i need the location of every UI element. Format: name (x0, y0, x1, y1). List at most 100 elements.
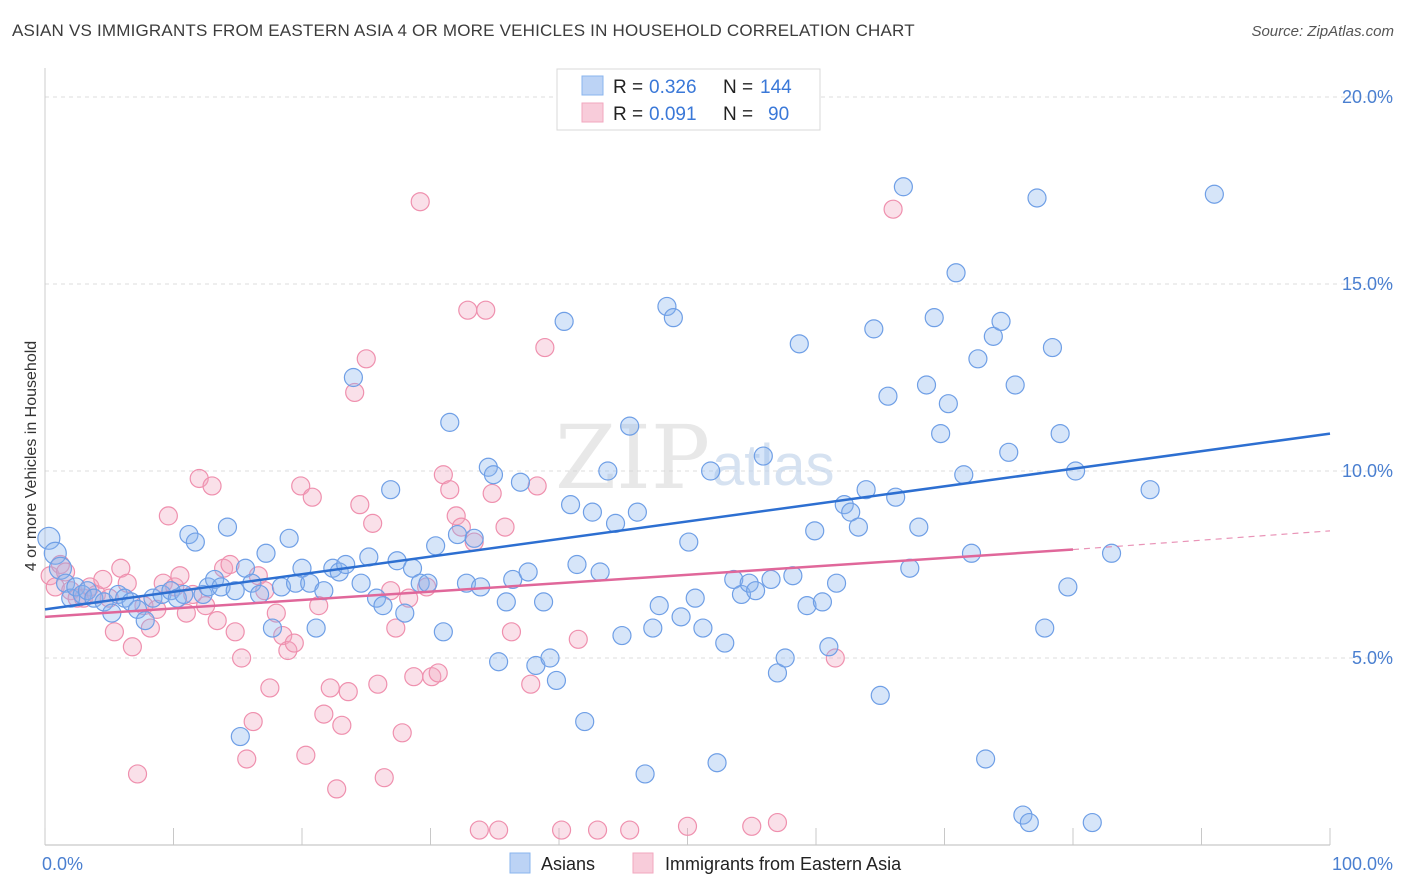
asians-point-89 (663, 308, 683, 328)
asians-point-32 (249, 584, 270, 605)
immigrants-point-81 (551, 820, 572, 840)
legend-n-value-2: 90 (768, 104, 789, 125)
bottom-legend-label-asians: Asians (541, 854, 595, 874)
asians-point-59 (447, 524, 468, 545)
immigrants-point-89 (883, 199, 903, 219)
immigrants-point-82 (568, 629, 588, 649)
legend-r-value-2: 0.091 (649, 104, 697, 125)
asians-point-133 (991, 311, 1011, 331)
immigrants-point-38 (266, 603, 286, 623)
immigrants-point-15 (127, 764, 148, 784)
immigrants-point-67 (440, 480, 460, 500)
immigrants-point-80 (535, 337, 555, 358)
asians-point-68 (510, 472, 531, 492)
immigrants-point-47 (320, 678, 340, 698)
asians-point-100 (746, 581, 766, 601)
immigrants-point-37 (260, 678, 280, 698)
immigrants-point-84 (620, 820, 640, 840)
trend-lines (44, 432, 1331, 619)
immigrants-point-30 (220, 554, 240, 575)
asians-point-127 (946, 263, 966, 283)
asians-point-67 (503, 569, 523, 590)
asians-point-86 (643, 618, 663, 638)
immigrants-point-77 (501, 622, 522, 642)
asians-point-34 (262, 618, 283, 638)
asians-point-139 (1035, 618, 1055, 638)
asians-point-4 (61, 588, 81, 608)
immigrants-point-27 (202, 476, 222, 496)
asians-point-124 (924, 308, 944, 328)
immigrants-point-3 (55, 562, 76, 582)
y-tick-label-2: 15.0% (1342, 274, 1393, 294)
asians-point-101 (753, 446, 773, 466)
asians-point-131 (976, 749, 996, 769)
asians-point-93 (693, 618, 713, 638)
trend-line-immigrants-extension (1072, 530, 1331, 551)
asians-point-73 (546, 670, 567, 691)
immigrants-point-88 (825, 648, 845, 668)
immigrants-point-65 (428, 663, 448, 683)
asians-point-140 (1042, 337, 1063, 358)
immigrants-point-48 (327, 779, 347, 799)
asians-point-15 (135, 610, 155, 631)
asians-point-111 (826, 573, 847, 593)
immigrants-point-9 (93, 569, 113, 590)
asians-point-66 (496, 592, 516, 612)
immigrants-point-20 (158, 506, 178, 526)
asians-point-7 (77, 581, 98, 601)
asians-point-49 (373, 596, 393, 616)
asians-point-116 (864, 319, 884, 339)
source-credit: Source: ZipAtlas.com (1251, 23, 1394, 40)
asians-point-79 (590, 562, 610, 582)
immigrants-point-55 (368, 674, 388, 694)
asians-point-45 (343, 367, 363, 388)
asians-point-65 (489, 652, 509, 672)
asians-point-121 (900, 558, 920, 578)
asians-point-114 (848, 517, 869, 537)
asians-point-88 (657, 296, 677, 317)
asians-point-84 (627, 502, 647, 522)
y-tick-label-0: 5.0% (1352, 648, 1393, 668)
trend-line-asians (44, 432, 1331, 611)
asians-point-1 (43, 541, 67, 565)
legend-swatch-immigrants (581, 102, 604, 123)
asians-point-61 (464, 528, 484, 548)
immigrants-point-50 (338, 682, 358, 702)
asians-point-125 (931, 424, 951, 444)
y-tick-label-3: 20.0% (1342, 87, 1393, 107)
asians-point-98 (731, 584, 752, 605)
asians-point-122 (909, 517, 929, 537)
asians-point-147 (1204, 184, 1224, 204)
asians-point-126 (938, 394, 958, 414)
immigrants-point-28 (207, 610, 227, 631)
asians-point-87 (649, 596, 669, 616)
asians-point-80 (598, 461, 618, 481)
asians-point-85 (635, 764, 655, 784)
immigrants-point-72 (469, 820, 489, 840)
immigrants-point-40 (278, 640, 298, 661)
asians-point-134 (999, 442, 1019, 462)
chart-title: ASIAN VS IMMIGRANTS FROM EASTERN ASIA 4 … (12, 21, 915, 40)
asians-point-118 (878, 386, 898, 406)
asians-point-0 (37, 526, 61, 550)
asians-point-83 (620, 416, 640, 436)
immigrants-point-70 (458, 300, 478, 320)
asians-point-109 (812, 592, 833, 612)
asians-point-113 (841, 502, 861, 522)
immigrants-point-87 (767, 812, 788, 833)
asians-point-82 (612, 625, 632, 646)
immigrants-point-85 (677, 816, 698, 836)
asians-point-94 (701, 461, 721, 481)
asians-point-3 (55, 573, 76, 593)
asians-point-28 (225, 581, 245, 601)
asians-point-33 (256, 543, 276, 563)
asians-point-75 (560, 495, 581, 515)
asians-point-50 (381, 480, 401, 500)
asians-point-102 (761, 569, 781, 590)
asians-point-21 (179, 524, 199, 545)
asians-point-29 (230, 726, 250, 747)
asians-point-55 (418, 573, 438, 593)
bottom-legend-label-immigrants: Immigrants from Eastern Asia (665, 854, 902, 874)
asians-point-146 (1140, 480, 1160, 500)
immigrants-point-75 (489, 820, 509, 840)
